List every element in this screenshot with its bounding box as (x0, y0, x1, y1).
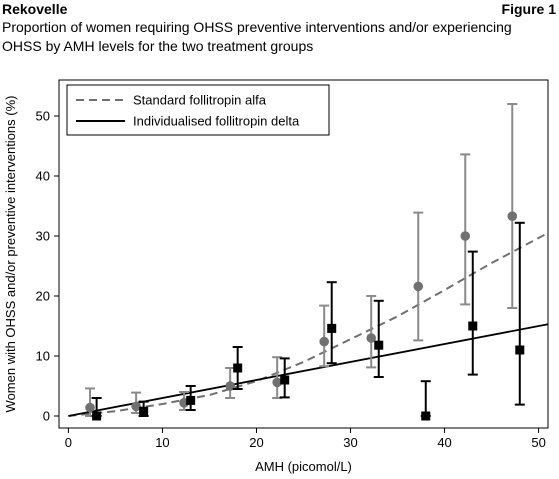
point-individualised (186, 395, 196, 405)
point-standard (272, 377, 282, 388)
point-standard (225, 381, 235, 391)
point-standard (413, 281, 424, 292)
product-name: Rekovelle (2, 1, 68, 17)
legend-box (66, 84, 330, 136)
x-tick-label: 10 (155, 435, 169, 450)
legend-label-individualised: Individualised follitropin delta (133, 114, 300, 129)
point-individualised (374, 340, 384, 350)
y-tick-label: 0 (43, 409, 50, 424)
fit-curve-standard (68, 232, 549, 417)
y-axis-label: Women with OHSS and/or preventive interv… (3, 96, 18, 413)
y-tick-label: 40 (36, 169, 50, 184)
point-individualised (327, 323, 337, 333)
x-tick-label: 50 (531, 435, 545, 450)
x-tick-label: 40 (437, 435, 451, 450)
point-standard (507, 211, 518, 221)
point-individualised (92, 411, 102, 421)
point-standard (460, 231, 471, 241)
legend: Standard follitropin alfa Individualised… (66, 84, 330, 136)
x-tick-label: 0 (65, 435, 72, 450)
data-points (85, 103, 525, 421)
x-axis-label: AMH (picomol/L) (255, 459, 352, 474)
point-standard (366, 333, 377, 343)
x-tick-label: 30 (343, 435, 357, 450)
y-tick-label: 20 (36, 289, 50, 304)
point-individualised (139, 406, 149, 416)
plot-area (58, 79, 549, 429)
y-tick-label: 30 (36, 229, 50, 244)
point-individualised (515, 345, 525, 355)
point-standard (131, 401, 141, 412)
point-individualised (421, 411, 431, 421)
y-tick-label: 10 (36, 349, 50, 364)
legend-label-standard: Standard follitropin alfa (133, 93, 267, 108)
point-individualised (280, 375, 290, 385)
x-tick-label: 20 (249, 435, 263, 450)
point-standard (319, 336, 329, 347)
figure-label: Figure 1 (501, 1, 556, 17)
point-individualised (468, 321, 478, 331)
point-standard (85, 402, 95, 413)
figure-description: Proportion of women requiring OHSS preve… (2, 19, 512, 54)
point-individualised (233, 363, 243, 373)
y-tick-label: 50 (36, 109, 50, 124)
axis-ticks: 0 10 20 30 40 50 0 10 20 30 40 50 (36, 109, 546, 451)
